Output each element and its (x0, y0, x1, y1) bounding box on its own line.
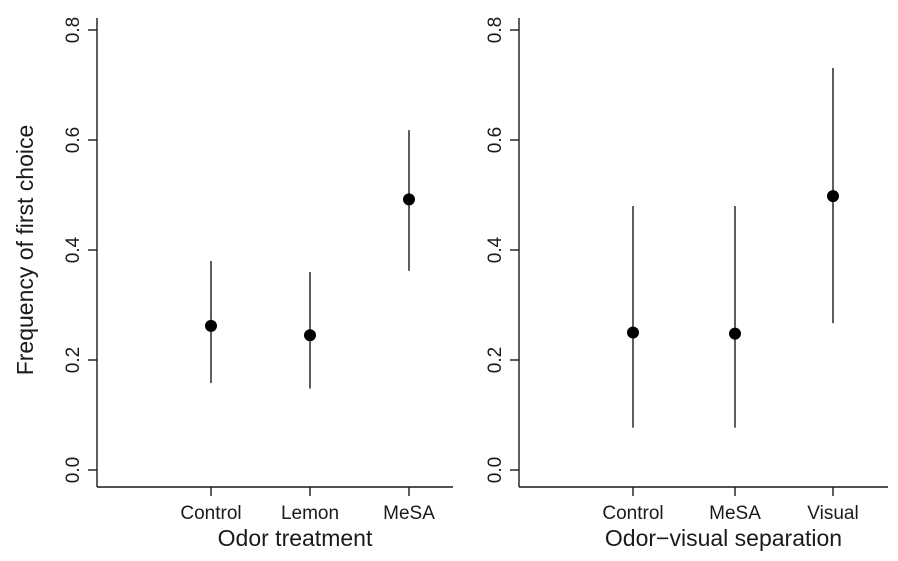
data-point (827, 190, 839, 203)
data-point (403, 193, 415, 206)
y-tick-label: 0.4 (485, 236, 506, 263)
y-tick-label: 0.8 (63, 17, 84, 43)
y-tick-label: 0.4 (63, 236, 84, 263)
x-tick-label: Control (602, 503, 663, 524)
x-axis-title: Odor treatment (218, 525, 373, 551)
y-tick-label: 0.6 (63, 127, 84, 153)
y-tick-label: 0.6 (485, 127, 506, 153)
x-tick-label: Lemon (281, 503, 339, 524)
y-tick-label: 0.0 (485, 457, 506, 483)
y-tick-label: 0.8 (485, 17, 506, 43)
y-tick-label: 0.2 (485, 347, 506, 373)
y-tick-label: 0.2 (63, 347, 84, 373)
right-panel: 0.0 0.2 0.4 0.6 0.8 Control MeSA VisualOdor−vis… (485, 17, 888, 551)
x-tick-label: Control (180, 503, 241, 524)
data-point (205, 319, 217, 332)
left-panel: 0.0 0.2 0.4 0.6 0.8 Control Lemon MeSA Odor trea… (12, 17, 453, 551)
x-axis-title: Odor−visual separation (605, 525, 842, 551)
data-point (304, 329, 316, 342)
data-point (729, 327, 741, 340)
y-axis-title: Frequency of first choice (12, 125, 38, 376)
x-tick-label: MeSA (709, 503, 761, 524)
data-point (627, 326, 639, 339)
x-tick-label: MeSA (383, 503, 435, 524)
y-tick-label: 0.0 (63, 457, 84, 483)
x-tick-label: Visual (807, 503, 858, 524)
